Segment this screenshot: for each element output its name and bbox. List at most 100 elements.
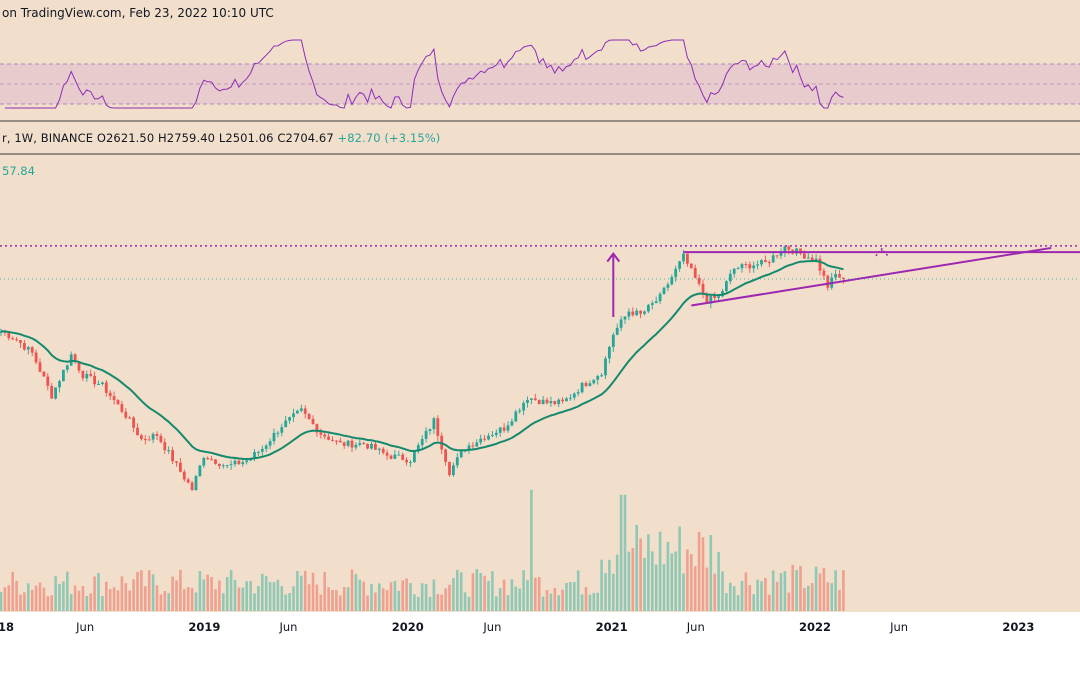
volume-bar	[721, 571, 724, 611]
volume-bar	[97, 573, 100, 611]
x-tick-label: Jun	[686, 620, 705, 634]
candle-body	[214, 459, 217, 464]
candle-body	[307, 413, 311, 419]
candle-body	[576, 392, 580, 394]
candle-body	[475, 442, 479, 447]
volume-bar	[77, 590, 81, 611]
volume-bar	[420, 583, 424, 611]
candle-body	[666, 284, 670, 288]
candle-body	[506, 425, 510, 431]
candle-body	[50, 385, 54, 399]
volume-bar	[374, 592, 377, 611]
candle-body	[533, 398, 537, 401]
volume-bar	[596, 592, 599, 611]
candle-body	[549, 401, 553, 404]
candle-body	[756, 264, 759, 266]
candle-body	[327, 436, 330, 440]
candle-body	[771, 255, 775, 263]
volume-bar	[732, 586, 736, 611]
volume-bar	[241, 587, 245, 611]
volume-bar	[522, 570, 525, 611]
volume-bar	[50, 595, 53, 611]
candle-body	[221, 465, 225, 467]
candle-body	[389, 455, 393, 459]
volume-bar	[502, 579, 506, 611]
volume-bar	[553, 587, 557, 611]
volume-bar	[120, 576, 124, 611]
candle-body	[245, 460, 249, 463]
volume-bar	[183, 589, 186, 611]
candle-body	[717, 296, 720, 299]
volume-bar	[787, 592, 791, 611]
candle-body	[409, 462, 412, 464]
volume-bar	[729, 582, 732, 611]
candle-body	[132, 417, 135, 428]
volume-bar	[272, 582, 276, 611]
candle-body	[26, 347, 30, 350]
candle-body	[452, 465, 455, 476]
volume-bar	[147, 570, 151, 611]
volume-bar	[11, 571, 14, 611]
volume-bar	[573, 582, 576, 611]
candle-body	[257, 451, 260, 453]
volume-bar	[701, 537, 705, 611]
ema-line	[0, 259, 844, 461]
candle-body	[510, 421, 514, 426]
volume-bar	[440, 594, 443, 611]
volume-bar	[662, 564, 666, 611]
volume-bar	[826, 582, 830, 611]
candle-body	[299, 408, 303, 411]
candle-body	[420, 438, 424, 446]
volume-bar	[362, 581, 365, 611]
volume-bar	[651, 551, 654, 611]
volume-bar	[27, 583, 30, 611]
candle-body	[331, 439, 334, 441]
volume-bar	[467, 596, 471, 611]
candle-body	[128, 417, 132, 419]
support-trendline	[691, 246, 1052, 307]
volume-bar	[534, 577, 537, 611]
candle-body	[444, 449, 447, 462]
candle-body	[276, 432, 280, 434]
candle-body	[522, 402, 525, 411]
volume-bar	[506, 595, 510, 611]
volume-bar	[576, 570, 580, 611]
volume-bar	[38, 582, 42, 611]
volume-bar	[822, 567, 826, 611]
candle-body	[54, 387, 57, 399]
candle-body	[65, 365, 69, 370]
ohlc-low: L2501.06	[218, 131, 274, 145]
candle-body	[557, 399, 561, 405]
candle-body	[705, 293, 709, 304]
candle-body	[467, 445, 471, 451]
volume-bar	[654, 564, 658, 611]
volume-bar	[674, 551, 677, 611]
volume-bar	[350, 569, 354, 611]
candle-body	[241, 462, 245, 465]
candle-body	[233, 460, 237, 465]
candle-body	[19, 340, 22, 344]
volume-bar	[54, 576, 57, 611]
candle-body	[323, 434, 327, 437]
candle-body	[296, 410, 299, 414]
candle-body	[182, 471, 186, 480]
x-tick-label: 2022	[798, 620, 831, 634]
volume-bar	[101, 596, 104, 611]
volume-bar	[658, 531, 662, 611]
candle-body	[584, 382, 588, 386]
candle-body	[725, 281, 728, 292]
candle-body	[140, 435, 143, 440]
candle-body	[639, 310, 642, 314]
volume-bar	[600, 559, 603, 611]
candle-body	[588, 383, 592, 386]
volume-bar	[0, 591, 3, 611]
candle-body	[803, 253, 806, 259]
candle-body	[405, 459, 408, 463]
volume-bar	[713, 573, 716, 611]
candle-body	[545, 399, 549, 404]
candle-body	[842, 277, 845, 279]
volume-bar	[85, 596, 89, 611]
candle-body	[335, 440, 338, 442]
candle-body	[561, 399, 564, 402]
candle-body	[136, 427, 139, 436]
